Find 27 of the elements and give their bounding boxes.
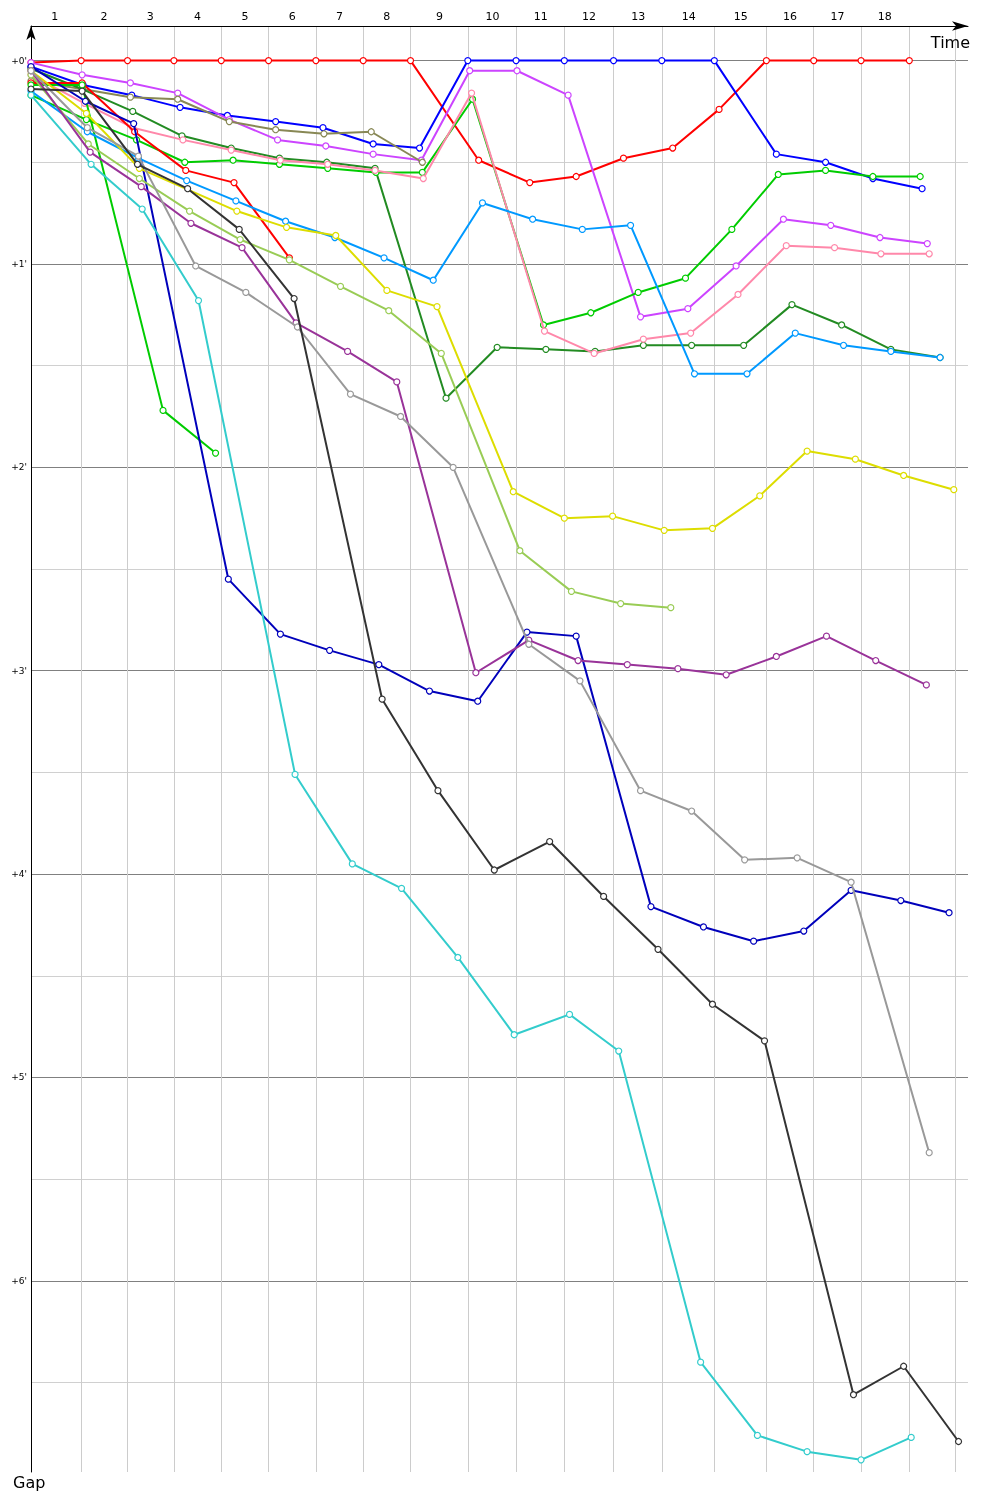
x-tick-label: 4 xyxy=(194,10,202,23)
x-tick-label: 9 xyxy=(435,10,443,23)
y-tick-label: +3' xyxy=(11,665,27,676)
x-tick-label: 1 xyxy=(51,10,59,23)
x-tick-label: 18 xyxy=(877,10,892,23)
x-tick-label: 8 xyxy=(383,10,391,23)
x-tick-label: 3 xyxy=(146,10,154,23)
x-tick-label: 17 xyxy=(830,10,845,23)
y-tick-label: +5' xyxy=(11,1072,27,1083)
x-tick-label: 12 xyxy=(581,10,596,23)
x-tick-label: 14 xyxy=(681,10,696,23)
x-tick-label: 10 xyxy=(485,10,500,23)
y-tick-label: +1' xyxy=(11,258,27,269)
y-tick-label: +2' xyxy=(11,462,27,473)
x-tick-label: 16 xyxy=(783,10,798,23)
x-tick-label: 15 xyxy=(733,10,748,23)
x-tick-label: 5 xyxy=(241,10,249,23)
x-tick-label: 13 xyxy=(631,10,646,23)
y-axis-title: Gap xyxy=(13,1472,46,1492)
x-tick-label: 7 xyxy=(336,10,344,23)
x-tick-label: 2 xyxy=(100,10,108,23)
x-tick-label: 11 xyxy=(533,10,548,23)
y-tick-label: +0' xyxy=(11,55,27,66)
x-axis-title: Time xyxy=(929,32,970,52)
y-tick-label: +4' xyxy=(11,869,27,880)
x-tick-label: 6 xyxy=(288,10,296,23)
y-tick-label: +6' xyxy=(11,1275,27,1286)
